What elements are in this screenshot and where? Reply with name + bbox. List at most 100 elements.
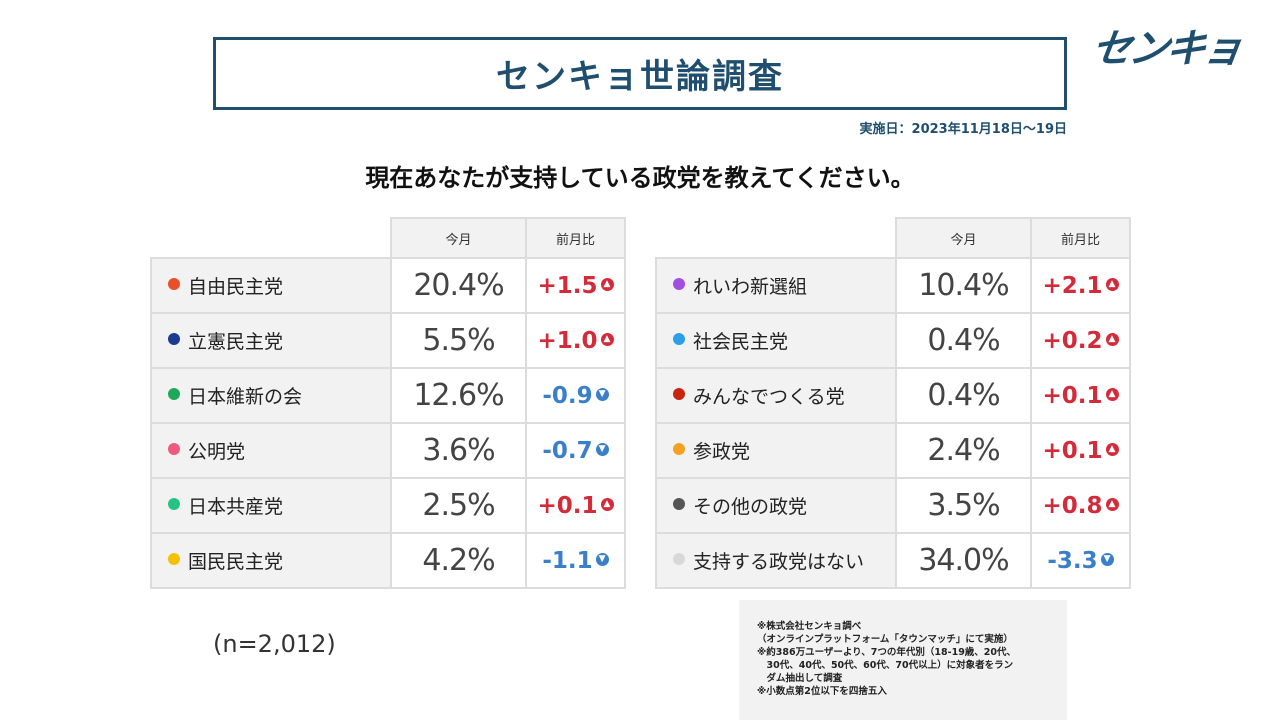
party-color-dot-icon — [168, 387, 180, 400]
party-name: 社会民主党 — [693, 331, 789, 353]
party-color-dot-icon — [168, 552, 180, 565]
column-header-change: 前月比 — [525, 217, 626, 259]
note-line: （オンラインプラットフォーム「タウンマッチ」にて実施） — [757, 634, 1013, 645]
table-row: 自由民主党 20.4% +1.5 ▲ — [150, 257, 626, 314]
note-line: ダム抽出して調査 — [757, 673, 843, 684]
change-value: +1.5 — [537, 272, 598, 299]
current-support-value: 0.4% — [895, 367, 1032, 424]
table-row: 立憲民主党 5.5% +1.0 ▲ — [150, 312, 626, 369]
current-support-value: 5.5% — [390, 312, 527, 369]
change-value: -3.3 — [1047, 547, 1098, 574]
change-cell: -0.9 ▼ — [525, 367, 626, 424]
party-support-table-left: 今月 前月比 自由民主党 20.4% +1.5 ▲ 立憲民主党 5.5% +1.0 ▲ 日本維新… — [150, 217, 626, 589]
party-color-dot-icon — [673, 442, 685, 455]
arrow-down-icon: ▼ — [1100, 552, 1114, 566]
arrow-up-icon: ▲ — [1105, 387, 1119, 401]
table-row: 日本共産党 2.5% +0.1 ▲ — [150, 477, 626, 534]
change-cell: +0.2 ▲ — [1030, 312, 1131, 369]
change-value: +0.1 — [537, 492, 598, 519]
current-support-value: 10.4% — [895, 257, 1032, 314]
change-cell: +0.1 ▲ — [1030, 367, 1131, 424]
change-cell: +0.1 ▲ — [1030, 422, 1131, 479]
change-value: +2.1 — [1042, 272, 1103, 299]
party-cell: 立憲民主党 — [150, 312, 392, 369]
party-cell: みんなでつくる党 — [655, 367, 897, 424]
table-row: その他の政党 3.5% +0.8 ▲ — [655, 477, 1131, 534]
current-support-value: 3.6% — [390, 422, 527, 479]
table-row: 公明党 3.6% -0.7 ▼ — [150, 422, 626, 479]
current-support-value: 3.5% — [895, 477, 1032, 534]
current-support-value: 2.5% — [390, 477, 527, 534]
arrow-up-icon: ▲ — [1105, 442, 1119, 456]
column-header-current: 今月 — [390, 217, 527, 259]
change-value: -0.9 — [542, 382, 593, 409]
change-value: -1.1 — [542, 547, 593, 574]
table-row: みんなでつくる党 0.4% +0.1 ▲ — [655, 367, 1131, 424]
header-blank — [151, 218, 391, 258]
arrow-down-icon: ▼ — [595, 552, 609, 566]
arrow-up-icon: ▲ — [1105, 332, 1119, 346]
party-cell: 日本維新の会 — [150, 367, 392, 424]
arrow-down-icon: ▼ — [595, 387, 609, 401]
column-header-change: 前月比 — [1030, 217, 1131, 259]
party-cell: 参政党 — [655, 422, 897, 479]
party-name: みんなでつくる党 — [693, 386, 845, 408]
arrow-down-icon: ▼ — [595, 442, 609, 456]
party-name: 立憲民主党 — [188, 331, 284, 353]
party-color-dot-icon — [673, 497, 685, 510]
party-color-dot-icon — [168, 497, 180, 510]
arrow-up-icon: ▲ — [600, 332, 614, 346]
change-cell: +1.5 ▲ — [525, 257, 626, 314]
current-support-value: 20.4% — [390, 257, 527, 314]
arrow-up-icon: ▲ — [1105, 277, 1119, 291]
party-name: 日本共産党 — [188, 496, 284, 518]
table-row: 社会民主党 0.4% +0.2 ▲ — [655, 312, 1131, 369]
party-name: 公明党 — [188, 441, 246, 463]
change-cell: +2.1 ▲ — [1030, 257, 1131, 314]
party-name: その他の政党 — [693, 496, 808, 518]
arrow-up-icon: ▲ — [600, 277, 614, 291]
change-value: +0.2 — [1042, 327, 1103, 354]
table-row: 支持する政党はない 34.0% -3.3 ▼ — [655, 532, 1131, 589]
party-name: れいわ新選組 — [693, 276, 808, 298]
party-support-table-right: 今月 前月比 れいわ新選組 10.4% +2.1 ▲ 社会民主党 0.4% +0.2 ▲ みんな… — [655, 217, 1131, 589]
party-name: 日本維新の会 — [188, 386, 303, 408]
party-name: 参政党 — [693, 441, 751, 463]
party-color-dot-icon — [673, 332, 685, 345]
party-color-dot-icon — [168, 332, 180, 345]
current-support-value: 34.0% — [895, 532, 1032, 589]
arrow-up-icon: ▲ — [1105, 497, 1119, 511]
party-cell: 公明党 — [150, 422, 392, 479]
party-name: 支持する政党はない — [693, 551, 865, 573]
party-name: 国民民主党 — [188, 551, 284, 573]
party-cell: 国民民主党 — [150, 532, 392, 589]
table-row: 国民民主党 4.2% -1.1 ▼ — [150, 532, 626, 589]
title-box: センキョ世論調査 — [213, 37, 1067, 110]
current-support-value: 12.6% — [390, 367, 527, 424]
arrow-up-icon: ▲ — [600, 497, 614, 511]
party-cell: 社会民主党 — [655, 312, 897, 369]
change-cell: -1.1 ▼ — [525, 532, 626, 589]
survey-question: 現在あなたが支持している政党を教えてください。 — [365, 164, 915, 192]
page-title: センキョ世論調査 — [496, 57, 784, 97]
change-value: +0.8 — [1042, 492, 1103, 519]
table-row: 日本維新の会 12.6% -0.9 ▼ — [150, 367, 626, 424]
party-cell: 自由民主党 — [150, 257, 392, 314]
party-color-dot-icon — [168, 277, 180, 290]
party-color-dot-icon — [673, 387, 685, 400]
brand-logo: センキョ — [1088, 26, 1244, 72]
party-cell: れいわ新選組 — [655, 257, 897, 314]
note-line: ※小数点第2位以下を四捨五入 — [757, 686, 887, 697]
change-value: +0.1 — [1042, 382, 1103, 409]
table-row: れいわ新選組 10.4% +2.1 ▲ — [655, 257, 1131, 314]
survey-date: 実施日：2023年11月18日～19日 — [859, 122, 1067, 137]
change-value: -0.7 — [542, 437, 593, 464]
party-cell: 日本共産党 — [150, 477, 392, 534]
party-color-dot-icon — [673, 552, 685, 565]
sample-size: (n=2,012) — [213, 630, 336, 658]
party-name: 自由民主党 — [188, 276, 284, 298]
note-line: 30代、40代、50代、60代、70代以上）に対象者をラン — [757, 660, 1014, 671]
header-blank — [656, 218, 896, 258]
change-value: +0.1 — [1042, 437, 1103, 464]
party-color-dot-icon — [168, 442, 180, 455]
